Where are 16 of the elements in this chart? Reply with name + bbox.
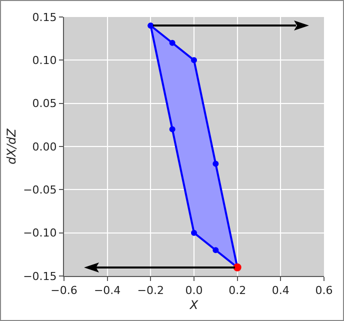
y-tick-label: 0.05 bbox=[32, 97, 57, 110]
x-tick-label: −0.4 bbox=[94, 284, 121, 298]
y-tick-label: 0.00 bbox=[32, 140, 57, 154]
y-axis-title: dX/dZ bbox=[4, 128, 18, 164]
x-tick-label: −0.2 bbox=[137, 284, 164, 298]
y-tick-label: 0.10 bbox=[32, 54, 57, 68]
y-tick-label: −0.05 bbox=[23, 184, 57, 197]
y-tick-label: −0.10 bbox=[23, 226, 57, 240]
x-tick-label: 0.2 bbox=[228, 284, 246, 298]
x-tick-label: −0.6 bbox=[50, 284, 78, 298]
y-tick-label: −0.15 bbox=[23, 270, 57, 283]
x-axis-title: X bbox=[188, 298, 199, 312]
y-tick-label: 0.15 bbox=[32, 10, 57, 24]
x-tick-label: 0.0 bbox=[185, 284, 203, 298]
x-tick-label: 0.6 bbox=[315, 284, 333, 298]
x-tick-label: 0.4 bbox=[272, 284, 290, 298]
